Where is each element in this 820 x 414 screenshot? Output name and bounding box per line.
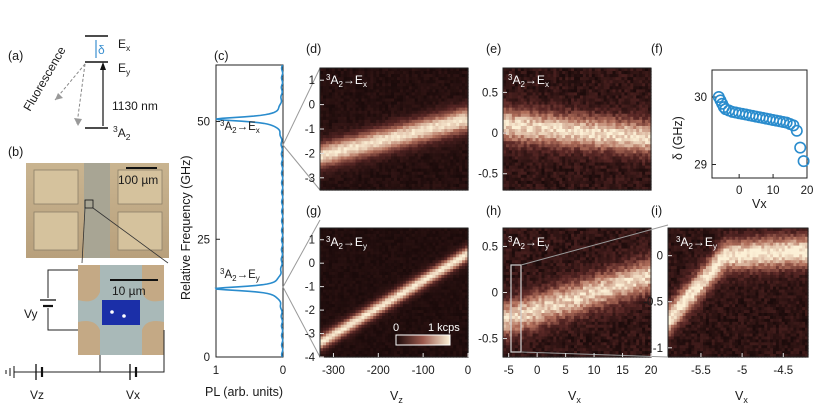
colorbar-min: 0 (393, 322, 399, 334)
data-point (794, 141, 807, 154)
level-ey-label: Ey (118, 61, 131, 77)
zoom-box-h (510, 264, 522, 353)
label-g: 3A2→Ey (326, 235, 367, 251)
heatmap-i (667, 227, 809, 358)
vy-label: Vy (24, 307, 38, 321)
xlabel-i: Vx (735, 389, 748, 405)
panel-label-d: (d) (306, 42, 321, 56)
data-point (797, 155, 810, 168)
heatmap-e (502, 67, 652, 191)
ylabel-c: Relative Frequency (GHz) (179, 156, 193, 301)
panel-label-a: (a) (8, 49, 23, 63)
device-micrograph: 100 µm 10 µm (26, 163, 169, 355)
panel-label-h: (h) (486, 204, 501, 218)
xlabel-g: Vz (390, 389, 403, 405)
svg-text:25: 25 (197, 234, 210, 246)
svg-text:0: 0 (204, 352, 210, 364)
panel-label-i: (i) (651, 204, 662, 218)
colorbar: 0 1 kcps (393, 322, 460, 346)
axis-g: 10-1-2-3-4-300 -200 -100 0 (305, 235, 471, 377)
axis-d: 10-1-2-3 (305, 75, 324, 185)
fluorescence-arrowhead-1 (55, 93, 63, 100)
label-i: 3A2→Ey (676, 235, 717, 251)
fluorescence-line-1 (54, 63, 86, 101)
svg-text:1: 1 (213, 365, 219, 377)
level-a2-label: 3A2 (113, 124, 131, 142)
fluorescence-line-2 (76, 63, 86, 125)
plot-frame-c (215, 64, 284, 358)
axis-e: 0.50-0.5 (478, 87, 507, 181)
label-e: 3A2→Ex (508, 73, 549, 89)
svg-text:50: 50 (197, 117, 210, 129)
xlabel-h: Vx (568, 389, 581, 405)
laser-label: 1130 nm (112, 99, 158, 113)
label-d: 3A2→Ex (326, 73, 367, 89)
circuit-diagram: Vy Vz Vx (5, 269, 165, 402)
plot-frame-f (711, 69, 808, 179)
fluorescence-arrowhead-2 (74, 118, 82, 126)
level-ex-label: Ex (118, 37, 131, 53)
label-h: 3A2→Ey (508, 235, 549, 251)
vz-label: Vz (30, 388, 44, 402)
data-point (790, 124, 803, 137)
ylabel-f: δ (GHz) (671, 116, 685, 160)
colorbar-max: 1 kcps (428, 322, 460, 334)
xlabel-f: Vx (752, 197, 767, 211)
vx-label: Vx (126, 388, 140, 402)
peak-label-ex: 3A2→Ex (220, 119, 260, 135)
panel-label-e: (e) (486, 42, 501, 56)
panel-label-g: (g) (306, 204, 321, 218)
panel-label-c: (c) (214, 49, 229, 63)
zoom-connectors-c (282, 67, 321, 358)
fluorescence-label: Fluorescence (20, 44, 68, 114)
scale-label-large: 100 µm (118, 173, 158, 187)
delta-symbol: δ (98, 43, 105, 57)
axis-h: 0.50-0.5-5 0 5 10 15 20 (478, 241, 657, 377)
series-splitting (712, 91, 810, 168)
zoom-box (84, 199, 94, 209)
svg-text:0: 0 (280, 365, 286, 377)
energy-level-diagram: δ Fluorescence 1130 nm Ex Ey 3A2 (20, 35, 158, 142)
laser-arrowhead (100, 62, 106, 70)
panel-label-f: (f) (651, 42, 663, 56)
scale-label-small: 10 µm (112, 284, 146, 298)
axis-i: 0-0.5-1-5.5 -5 -4.5 (643, 251, 793, 377)
peak-label-ey: 3A2→Ey (220, 267, 260, 283)
series-pl-spectrum (214, 64, 284, 358)
panel-label-b: (b) (8, 145, 23, 159)
xlabel-c: PL (arb. units) (205, 385, 283, 399)
heatmap-d (319, 67, 469, 191)
nv-region (102, 300, 140, 325)
